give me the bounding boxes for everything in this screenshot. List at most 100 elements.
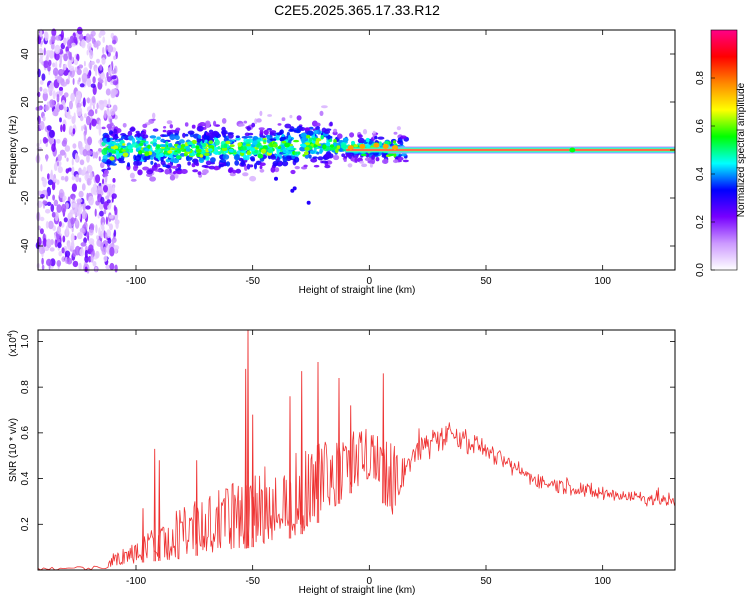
ridge-core xyxy=(378,141,382,146)
noise-speckle xyxy=(75,174,80,183)
noise-speckle xyxy=(63,106,68,111)
noise-speckle xyxy=(82,149,88,157)
snr-exponent-power: 4 xyxy=(7,333,14,337)
noise-speckle xyxy=(76,26,83,35)
spectral-blob xyxy=(254,163,257,170)
spectral-blob xyxy=(321,160,329,164)
spectral-blob xyxy=(174,173,179,179)
noise-speckle xyxy=(94,208,97,217)
noise-speckle xyxy=(73,112,76,122)
noise-speckle xyxy=(71,42,76,47)
ridge-core xyxy=(139,142,144,146)
noise-speckle xyxy=(66,114,72,120)
spectral-outlier xyxy=(306,200,311,205)
ridge-core xyxy=(263,139,267,143)
spectral-blob xyxy=(160,138,166,143)
spectral-blob xyxy=(176,163,181,168)
spectral-blob xyxy=(299,146,306,152)
noise-speckle xyxy=(86,97,91,104)
noise-speckle xyxy=(88,228,94,236)
ridge-core xyxy=(221,147,228,152)
noise-speckle xyxy=(75,218,79,226)
spectral-blob xyxy=(169,124,173,129)
noise-speckle xyxy=(115,221,119,229)
ridge-core xyxy=(293,139,300,143)
spectral-blob xyxy=(210,157,216,163)
noise-speckle xyxy=(106,199,111,204)
ridge-spot xyxy=(392,145,398,151)
snr-peak xyxy=(158,460,161,561)
ridge-core xyxy=(294,151,298,155)
ridge-spot xyxy=(382,143,389,149)
noise-speckle xyxy=(83,60,86,67)
noise-speckle xyxy=(88,244,94,253)
noise-speckle xyxy=(89,223,95,231)
noise-speckle xyxy=(72,143,77,149)
spectral-blob xyxy=(162,134,169,137)
colorbar-gradient xyxy=(711,30,737,270)
noise-speckle xyxy=(43,238,47,247)
ridge-core xyxy=(223,143,228,148)
ridge-spot xyxy=(373,142,380,148)
spectral-blob xyxy=(127,130,133,137)
spectral-blob xyxy=(272,160,279,167)
spectral-blob xyxy=(113,128,118,134)
spectral-blob xyxy=(259,165,263,170)
ridge-core xyxy=(208,148,213,152)
ridge-core xyxy=(199,154,204,158)
spectral-blob xyxy=(400,135,407,139)
spectral-blob xyxy=(149,135,157,139)
noise-speckle xyxy=(47,173,50,180)
spectral-blob xyxy=(225,161,231,167)
ridge-core xyxy=(121,149,126,152)
noise-speckle xyxy=(59,149,66,156)
noise-speckle xyxy=(112,88,118,95)
noise-speckle xyxy=(111,75,117,80)
spectral-blob xyxy=(162,129,167,133)
ridge-core xyxy=(272,143,278,148)
ridge-core xyxy=(180,144,186,148)
x-tick-label: 0 xyxy=(367,576,373,587)
noise-speckle xyxy=(109,108,116,116)
ridge-core xyxy=(312,140,316,144)
noise-speckle xyxy=(76,68,82,76)
spectral-blob xyxy=(259,162,266,166)
noise-speckle xyxy=(107,237,112,244)
spectral-blob xyxy=(258,127,265,131)
ridge-core xyxy=(127,144,133,150)
spectral-blob xyxy=(238,123,245,127)
noise-speckle xyxy=(86,78,92,88)
noise-speckle xyxy=(84,125,88,136)
noise-speckle xyxy=(86,264,90,274)
noise-speckle xyxy=(79,159,85,166)
noise-speckle xyxy=(103,246,107,256)
snr-y-label: SNR (10 * v/v) xyxy=(8,418,19,482)
noise-speckle xyxy=(112,185,115,194)
noise-speckle xyxy=(85,205,91,210)
x-tick-label: 0 xyxy=(367,276,373,287)
ridge-core xyxy=(351,140,355,145)
noise-speckle xyxy=(52,62,56,68)
ridge-core xyxy=(267,148,274,153)
colorbar: 0.0 0.2 0.4 0.6 0.8 Normalized spectral ampl… xyxy=(695,29,747,277)
spectral-blob xyxy=(402,159,409,163)
noise-speckle xyxy=(78,177,82,183)
spectral-blob xyxy=(303,135,307,141)
noise-speckle xyxy=(50,258,56,267)
spectral-outlier xyxy=(292,186,297,191)
noise-speckle xyxy=(40,164,43,172)
noise-speckle xyxy=(39,28,43,38)
spectral-blob xyxy=(259,168,265,173)
snr-peak xyxy=(288,396,292,539)
noise-speckle xyxy=(99,210,104,217)
spectral-blob xyxy=(282,160,289,167)
spectral-blob xyxy=(250,158,256,162)
spectral-blob xyxy=(269,130,277,134)
spectrogram-panel: -100 -50 0 50 100 -40 -20 0 20 40 Height of stra… xyxy=(8,26,676,296)
spectrogram-y-label: Frequency (Hz) xyxy=(8,116,19,185)
noise-speckle xyxy=(42,88,48,94)
spectral-blob xyxy=(227,132,234,135)
spectral-blob xyxy=(134,155,142,162)
noise-speckle xyxy=(111,193,117,199)
